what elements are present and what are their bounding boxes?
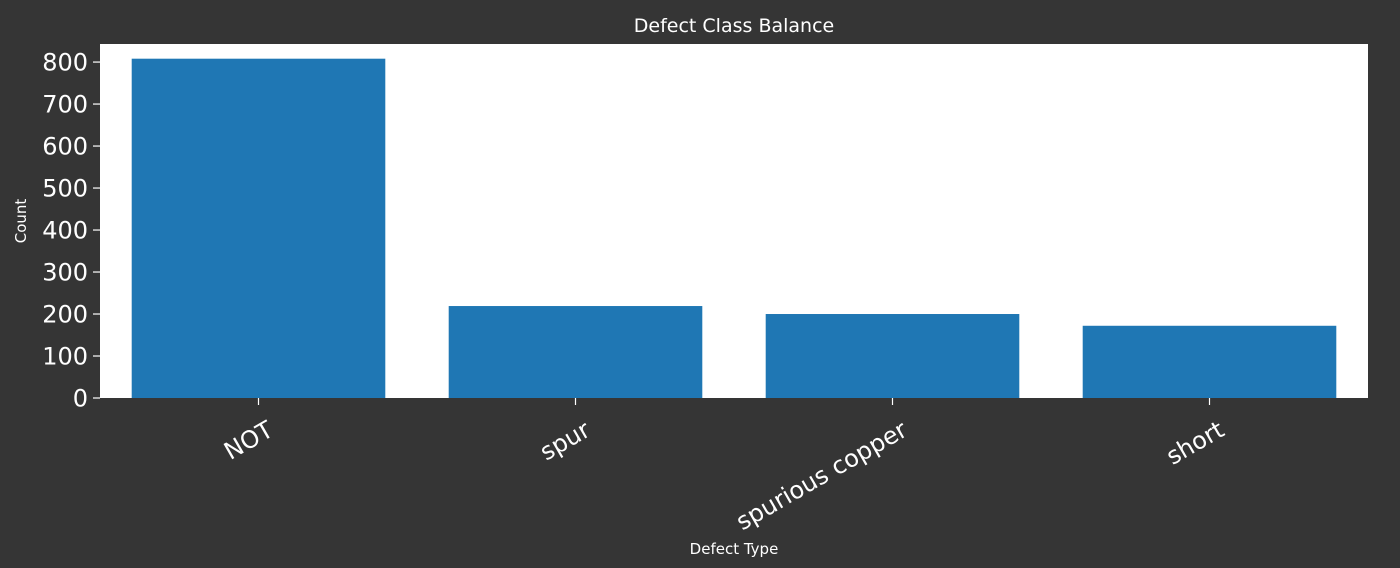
- bars-group: [131, 58, 1337, 398]
- y-tick-label: 0: [73, 384, 88, 412]
- y-tick-label: 500: [42, 174, 88, 202]
- y-tick-label: 100: [42, 342, 88, 370]
- y-axis-label: Count: [12, 199, 30, 244]
- x-tick-label: spur: [535, 415, 595, 466]
- bar-spurious-copper: [765, 314, 1020, 398]
- y-tick-label: 700: [42, 90, 88, 118]
- bar-not: [131, 58, 386, 398]
- y-tick-label: 800: [42, 48, 88, 76]
- bar-spur: [448, 306, 703, 398]
- y-tick-label: 400: [42, 216, 88, 244]
- x-axis: NOT spur spurious copper short: [219, 398, 1229, 536]
- chart-title: Defect Class Balance: [634, 15, 834, 37]
- x-tick-label: NOT: [219, 415, 278, 465]
- x-tick-label: spurious copper: [731, 415, 912, 536]
- x-tick-label: short: [1161, 415, 1228, 470]
- y-tick-label: 300: [42, 258, 88, 286]
- y-axis: 0 100 200 300 400 500 600 700 800: [42, 48, 100, 412]
- x-axis-label: Defect Type: [690, 540, 779, 558]
- y-tick-label: 600: [42, 132, 88, 160]
- bar-short: [1082, 325, 1337, 398]
- y-tick-label: 200: [42, 300, 88, 328]
